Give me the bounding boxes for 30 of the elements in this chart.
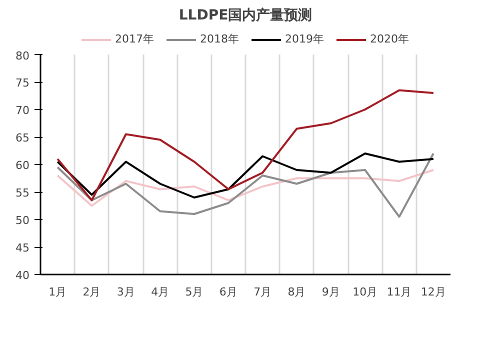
y-tick-label: 45 (16, 242, 30, 254)
x-tick-label: 8月 (288, 286, 306, 298)
x-tick-label: 3月 (116, 286, 135, 298)
y-tick-label: 55 (16, 186, 30, 200)
x-tick-label: 9月 (322, 286, 340, 298)
legend-label: 2020年 (370, 32, 409, 46)
x-tick-label: 11月 (386, 286, 412, 298)
x-tick-label: 12月 (420, 286, 446, 298)
line-series (56, 89, 434, 202)
y-tick-label: 80 (16, 50, 30, 62)
y-tick-label: 65 (16, 132, 30, 144)
x-tick-label: 1月 (48, 286, 67, 298)
y-tick-label: 75 (16, 76, 30, 90)
y-tick-label: 50 (16, 214, 30, 227)
line-series (56, 152, 434, 218)
chart-title: LLDPE国内产量预测 (178, 6, 312, 24)
legend-label: 2018年 (200, 32, 239, 46)
x-tick-label: 6月 (219, 286, 238, 298)
y-tick-label: 70 (16, 104, 30, 117)
y-tick-label: 60 (16, 159, 30, 172)
legend-label: 2019年 (285, 32, 324, 46)
x-tick-label: 2月 (82, 286, 101, 298)
line-series (56, 152, 434, 198)
legend-label: 2017年 (115, 32, 154, 46)
x-tick-label: 7月 (254, 286, 272, 298)
x-tick-label: 10月 (352, 286, 378, 298)
y-tick-label: 40 (16, 269, 30, 282)
x-tick-label: 4月 (151, 286, 170, 298)
x-tick-label: 5月 (185, 286, 204, 298)
line-series (56, 169, 434, 207)
